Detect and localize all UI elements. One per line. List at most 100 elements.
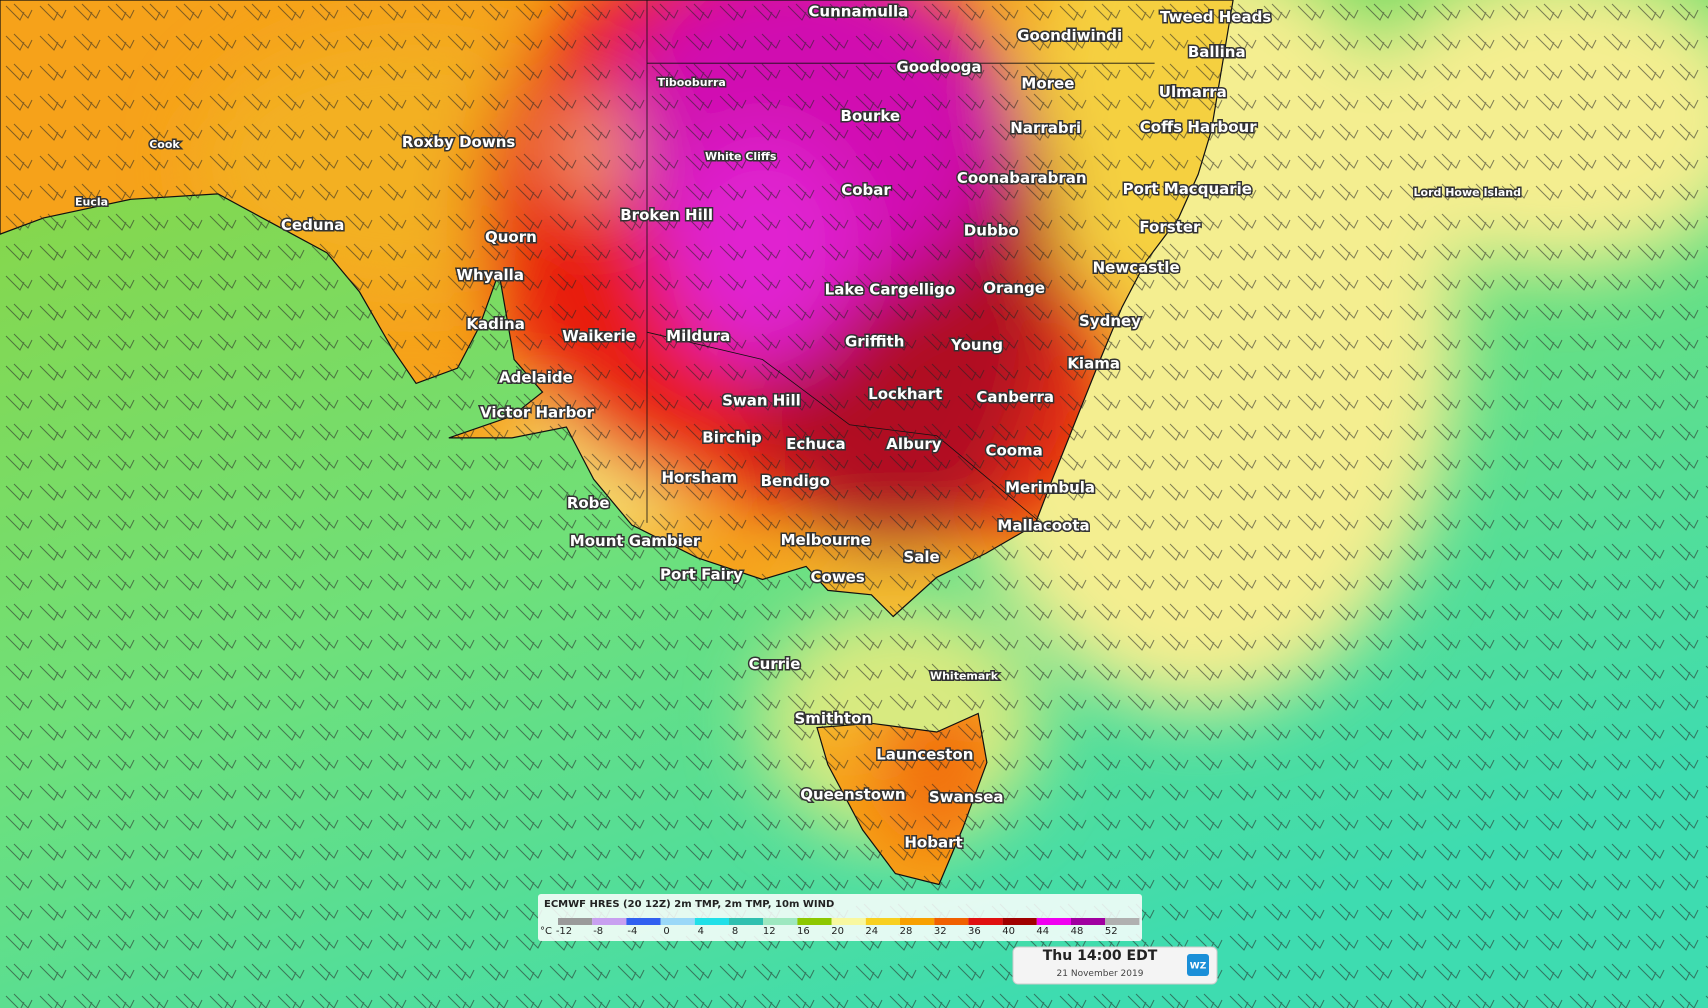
color-swatch [626, 918, 661, 925]
place-label: Goodooga [896, 58, 981, 76]
place-label: Echuca [786, 435, 846, 453]
place-label: Melbourne [781, 531, 871, 549]
legend-tick-label: 32 [934, 926, 947, 937]
place-label: Lockhart [868, 385, 942, 403]
legend-tick-label: 28 [900, 926, 913, 937]
logo-box [1187, 954, 1209, 976]
place-label: Ulmarra [1159, 83, 1227, 101]
place-label: Kiama [1067, 354, 1120, 372]
place-label: Canberra [976, 388, 1054, 406]
color-swatch [694, 918, 729, 925]
legend-tick-label: -4 [627, 926, 637, 937]
place-label: Lake Cargelligo [825, 280, 956, 298]
logo[interactable]: WZ [1190, 962, 1207, 972]
place-label: Whitemark [930, 669, 999, 682]
color-swatch [865, 918, 900, 925]
color-swatch [934, 918, 969, 925]
place-label: Merimbula [1005, 479, 1095, 497]
legend-tick-label: 16 [797, 926, 810, 937]
place-label: Orange [983, 279, 1045, 297]
place-label: Port Macquarie [1123, 180, 1252, 198]
color-swatch [558, 918, 593, 925]
place-label: Adelaide [499, 368, 573, 386]
color-swatch [831, 918, 866, 925]
color-swatch [592, 918, 627, 925]
place-label: Ceduna [281, 216, 344, 234]
place-label: Sydney [1079, 312, 1141, 330]
legend-tick-label: 48 [1071, 926, 1084, 937]
place-label: Moree [1021, 74, 1074, 92]
legend-tick-label: -8 [593, 926, 603, 937]
place-label: Swansea [929, 788, 1004, 806]
legend-tick-label: 52 [1105, 926, 1118, 937]
color-swatch [1002, 918, 1037, 925]
place-label: Birchip [702, 428, 762, 446]
place-label: Goondiwindi [1017, 26, 1122, 44]
legend-tick-label: 44 [1036, 926, 1049, 937]
place-label: Albury [886, 435, 942, 453]
legend-box [538, 894, 1142, 941]
color-swatch [1105, 918, 1140, 925]
legend-tick-label: 40 [1002, 926, 1015, 937]
place-label: White Cliffs [705, 150, 777, 163]
place-label: Bourke [841, 107, 901, 125]
place-label: Launceston [876, 745, 973, 763]
legend-tick-label: 24 [865, 926, 878, 937]
place-label: Coonabarabran [957, 169, 1087, 187]
place-label: Forster [1139, 218, 1201, 236]
place-label: Coffs Harbour [1140, 118, 1257, 136]
place-label: Hobart [904, 834, 962, 852]
timestamp-box [1012, 946, 1218, 985]
color-swatch [660, 918, 695, 925]
date: 21 November 2019 [1057, 969, 1144, 979]
color-swatch [797, 918, 832, 925]
place-label: Port Fairy [660, 566, 743, 584]
place-label: Mallacoota [997, 517, 1089, 535]
place-label: Griffith [845, 333, 904, 351]
place-label: Victor Harbor [480, 403, 595, 421]
legend-tick-label: 20 [831, 926, 844, 937]
legend-tick-label: -12 [556, 926, 572, 937]
place-label: Waikerie [562, 327, 636, 345]
place-label: Tweed Heads [1160, 8, 1271, 26]
place-label: Swan Hill [722, 391, 801, 409]
place-label: Horsham [662, 469, 738, 487]
place-label: Young [950, 336, 1003, 354]
place-label: Narrabri [1010, 119, 1081, 137]
color-swatch [1036, 918, 1071, 925]
place-label: Roxby Downs [402, 133, 516, 151]
place-label: Cooma [985, 441, 1042, 459]
place-label: Mount Gambier [570, 532, 701, 550]
place-label: Robe [567, 494, 610, 512]
place-label: Cunnamulla [808, 2, 908, 20]
place-label: Cobar [841, 181, 891, 199]
place-label: Kadina [466, 315, 524, 333]
place-label: Mildura [666, 327, 730, 345]
legend-title: ECMWF HRES (20 12Z) 2m TMP, 2m TMP, 10m … [544, 899, 834, 910]
place-label: Lord Howe Island [1414, 186, 1521, 199]
place-label: Newcastle [1093, 258, 1180, 276]
place-label: Cook [149, 138, 180, 151]
place-label: Sale [903, 548, 939, 566]
color-swatch [1071, 918, 1106, 925]
place-label: Ballina [1188, 43, 1246, 61]
place-label: Broken Hill [620, 206, 713, 224]
legend-tick-label: 0 [663, 926, 669, 937]
place-label: Whyalla [456, 266, 524, 284]
color-swatch [763, 918, 798, 925]
legend-tick-label: 12 [763, 926, 776, 937]
color-swatch [729, 918, 764, 925]
place-label: Eucla [75, 196, 108, 209]
timestamp: Thu 14:00 EDT 21 November 2019 WZ [1012, 946, 1218, 985]
time: Thu 14:00 EDT [1043, 948, 1158, 964]
place-label: Tibooburra [658, 76, 726, 89]
legend-unit: °C [540, 926, 552, 937]
legend: ECMWF HRES (20 12Z) 2m TMP, 2m TMP, 10m … [538, 894, 1142, 941]
place-label: Quorn [485, 228, 537, 246]
place-labels: Cunnamulla Tweed Heads Goondiwindi Ballina G… [73, 1, 1522, 853]
legend-tick-label: 36 [968, 926, 981, 937]
legend-tick-label: 4 [698, 926, 704, 937]
place-label: Bendigo [761, 472, 830, 490]
place-label: Smithton [795, 709, 873, 727]
